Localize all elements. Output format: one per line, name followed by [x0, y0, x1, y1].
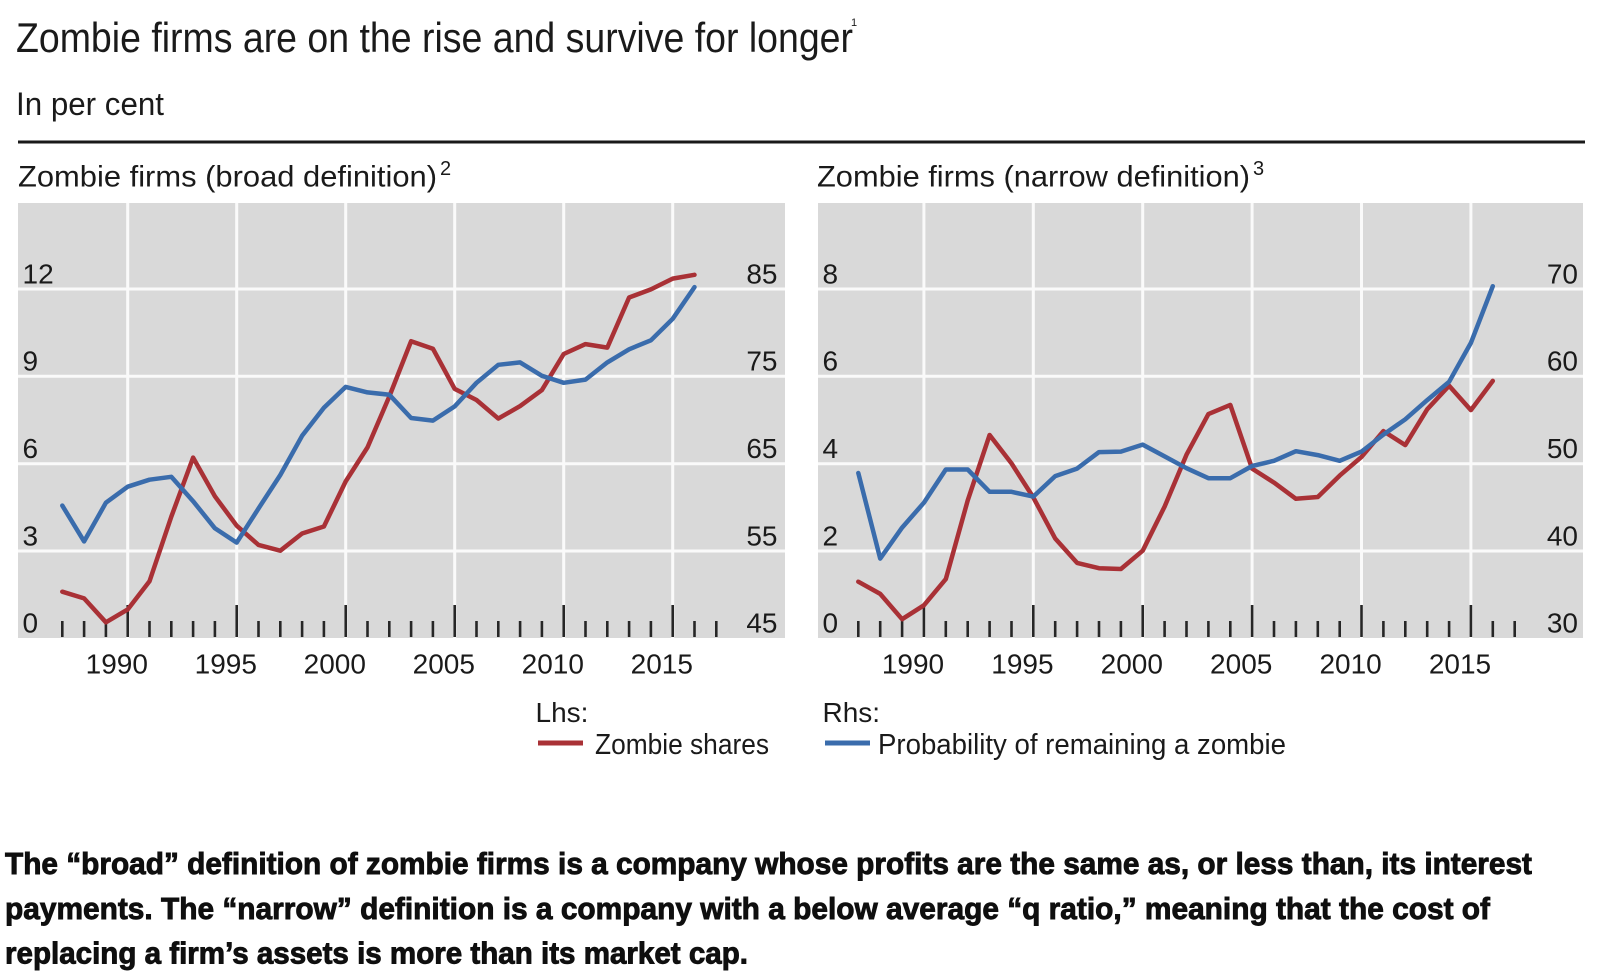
- svg-text:3: 3: [1253, 158, 1264, 180]
- svg-text:45: 45: [746, 608, 777, 639]
- svg-text:1995: 1995: [195, 649, 257, 680]
- svg-text:0: 0: [23, 608, 39, 639]
- svg-text:1990: 1990: [882, 649, 944, 680]
- svg-text:payments. The “narrow” definit: payments. The “narrow” definition is a c…: [5, 891, 1491, 926]
- svg-text:4: 4: [823, 433, 839, 464]
- svg-text:6: 6: [823, 346, 839, 377]
- svg-text:65: 65: [746, 433, 777, 464]
- svg-text:Zombie shares: Zombie shares: [595, 729, 769, 761]
- svg-text:1995: 1995: [991, 649, 1053, 680]
- svg-text:2000: 2000: [1101, 649, 1163, 680]
- svg-text:Zombie firms are on the rise a: Zombie firms are on the rise and survive…: [16, 14, 853, 61]
- svg-text:0: 0: [823, 608, 839, 639]
- svg-text:Zombie firms (narrow definitio: Zombie firms (narrow definition): [817, 161, 1250, 194]
- svg-text:1: 1: [851, 17, 857, 29]
- svg-text:85: 85: [746, 258, 777, 289]
- svg-text:2: 2: [823, 520, 839, 551]
- svg-text:Rhs:: Rhs:: [823, 697, 881, 728]
- svg-text:9: 9: [23, 346, 39, 377]
- svg-text:The “broad” definition of zomb: The “broad” definition of zombie firms i…: [5, 846, 1532, 881]
- svg-text:2015: 2015: [631, 649, 693, 680]
- svg-text:Probability of remaining a zom: Probability of remaining a zombie: [878, 729, 1286, 761]
- svg-text:2005: 2005: [1210, 649, 1272, 680]
- svg-text:replacing a firm’s assets is m: replacing a firm’s assets is more than i…: [5, 936, 748, 971]
- svg-text:2010: 2010: [522, 649, 584, 680]
- svg-text:12: 12: [23, 258, 54, 289]
- svg-text:8: 8: [823, 258, 839, 289]
- svg-text:40: 40: [1547, 520, 1578, 551]
- svg-text:75: 75: [746, 346, 777, 377]
- svg-text:6: 6: [23, 433, 39, 464]
- svg-text:70: 70: [1547, 258, 1578, 289]
- svg-text:3: 3: [23, 520, 39, 551]
- svg-text:60: 60: [1547, 346, 1578, 377]
- svg-text:50: 50: [1547, 433, 1578, 464]
- svg-text:Zombie firms (broad definition: Zombie firms (broad definition): [18, 161, 437, 194]
- svg-text:55: 55: [746, 520, 777, 551]
- svg-text:2010: 2010: [1319, 649, 1381, 680]
- svg-text:30: 30: [1547, 608, 1578, 639]
- svg-text:Lhs:: Lhs:: [536, 697, 589, 728]
- svg-text:1990: 1990: [86, 649, 148, 680]
- svg-text:2: 2: [440, 158, 451, 180]
- svg-text:2015: 2015: [1429, 649, 1491, 680]
- svg-text:2000: 2000: [304, 649, 366, 680]
- svg-text:2005: 2005: [413, 649, 475, 680]
- svg-text:In per cent: In per cent: [16, 86, 164, 122]
